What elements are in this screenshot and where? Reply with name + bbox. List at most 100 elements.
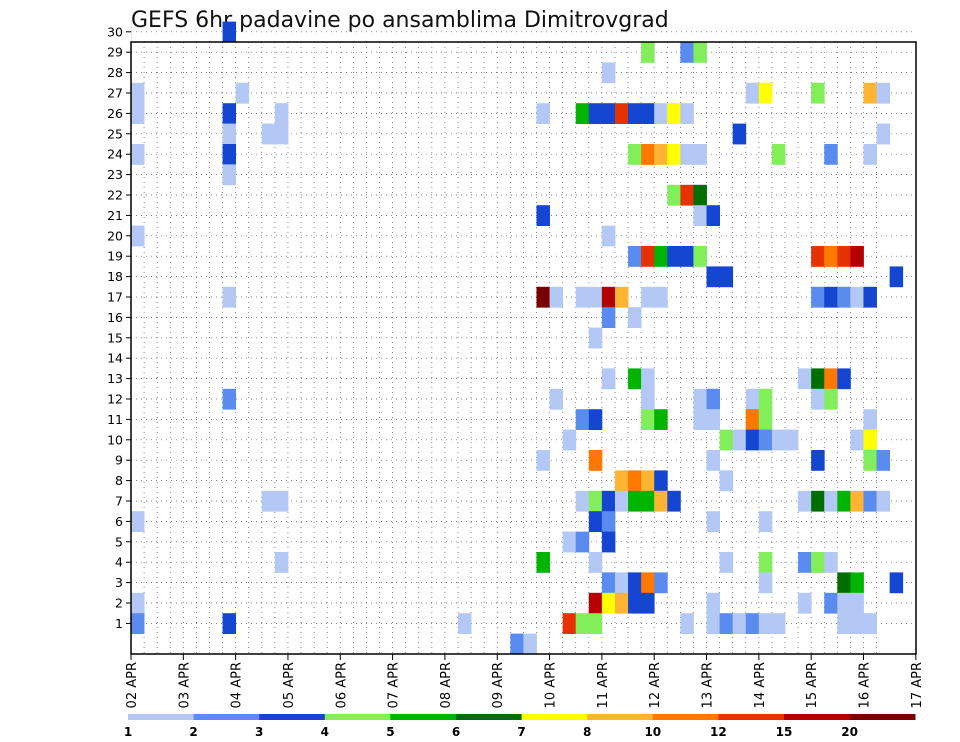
x-tick-label: 12 APR xyxy=(648,662,663,708)
y-tick-label: 11 xyxy=(107,412,123,427)
heatmap-cell xyxy=(680,42,694,63)
heatmap-cell xyxy=(575,531,590,553)
heatmap-cell xyxy=(601,286,616,308)
x-tick-label: 03 APR xyxy=(177,662,192,708)
heatmap-cell xyxy=(680,184,694,206)
heatmap-cell xyxy=(601,592,616,614)
y-tick-label: 5 xyxy=(115,534,123,549)
x-tick-label: 06 APR xyxy=(334,662,349,708)
heatmap-cell xyxy=(641,409,655,430)
heatmap-cell xyxy=(601,103,616,124)
heatmap-cell xyxy=(837,592,851,614)
heatmap-cell xyxy=(628,470,642,492)
heatmap-cell xyxy=(536,103,550,124)
heatmap-cell xyxy=(837,572,851,594)
heatmap-cell xyxy=(628,592,642,614)
heatmap-cell xyxy=(889,266,904,288)
heatmap-cell xyxy=(641,490,655,512)
color-legend: 1 2 3 4 5 6 7 8 10 12 15 20 xyxy=(124,714,916,739)
x-tick-label: 04 APR xyxy=(230,662,245,708)
heatmap-cell xyxy=(706,266,720,288)
heatmap-cell xyxy=(811,490,825,512)
heatmap-cell xyxy=(562,429,577,451)
legend-swatch xyxy=(849,714,916,720)
y-tick-label: 12 xyxy=(107,392,123,407)
heatmap-cell xyxy=(588,450,603,471)
heatmap-cell xyxy=(745,82,760,104)
x-tick-label: 14 APR xyxy=(753,662,768,708)
heatmap-cell xyxy=(575,286,590,308)
heatmap-cell xyxy=(706,511,720,532)
legend-swatch xyxy=(718,714,785,720)
y-tick-label: 29 xyxy=(107,45,123,60)
legend-label: 5 xyxy=(386,725,394,739)
heatmap-cell xyxy=(536,552,550,573)
heatmap-cell xyxy=(824,552,838,573)
heatmap-cell xyxy=(654,409,668,430)
heatmap-cell xyxy=(850,592,864,614)
legend-swatch xyxy=(259,714,326,720)
legend-label: 20 xyxy=(841,725,858,739)
heatmap-cell xyxy=(222,144,237,165)
heatmap-cell xyxy=(706,613,720,634)
heatmap-cell xyxy=(745,613,760,634)
y-tick-label: 19 xyxy=(107,249,123,264)
heatmap-cell xyxy=(667,144,681,165)
heatmap-cell xyxy=(771,144,786,165)
legend-swatch xyxy=(784,714,850,720)
legend-label: 15 xyxy=(776,725,793,739)
heatmap-cell xyxy=(641,388,655,410)
heatmap-cell xyxy=(588,409,603,430)
heatmap-cell xyxy=(837,613,851,634)
heatmap-cell xyxy=(876,490,891,512)
legend-label: 6 xyxy=(452,725,460,739)
heatmap-cell xyxy=(628,572,642,594)
y-tick-label: 25 xyxy=(107,126,123,141)
heatmap-cell xyxy=(601,572,616,594)
heatmap-cell xyxy=(824,388,838,410)
heatmap-cell xyxy=(785,429,799,451)
heatmap-cell xyxy=(222,103,237,124)
heatmap-cell xyxy=(458,613,472,634)
heatmap-cell xyxy=(628,246,642,267)
heatmap-cell xyxy=(811,82,825,104)
y-tick-label: 13 xyxy=(107,371,123,386)
y-tick-label: 23 xyxy=(107,167,123,182)
heatmap-cell xyxy=(601,225,616,247)
x-tick-label: 17 APR xyxy=(910,662,925,708)
heatmap-cell xyxy=(719,429,734,451)
heatmap-cell xyxy=(706,205,720,226)
y-tick-label: 8 xyxy=(115,473,123,488)
heatmap-cell xyxy=(601,490,616,512)
heatmap-cell xyxy=(758,82,773,104)
heatmap-cell xyxy=(863,490,877,512)
heatmap-cell xyxy=(837,368,851,390)
legend-swatch xyxy=(587,714,654,720)
heatmap-cell xyxy=(863,82,877,104)
heatmap-cell xyxy=(850,429,864,451)
heatmap-cell xyxy=(601,368,616,390)
heatmap-cell xyxy=(732,123,747,145)
heatmap-cell xyxy=(654,470,668,492)
heatmap-cell xyxy=(745,409,760,430)
heatmap-cell xyxy=(824,246,838,267)
heatmap-cell xyxy=(222,164,237,186)
heatmap-cell xyxy=(680,144,694,165)
heatmap-cell xyxy=(536,450,550,471)
heatmap-cell xyxy=(863,286,877,308)
heatmap-cell xyxy=(837,246,851,267)
heatmap-cell xyxy=(745,388,760,410)
y-tick-label: 26 xyxy=(107,106,123,121)
y-tick-label: 7 xyxy=(115,494,123,509)
heatmap-cell xyxy=(131,225,145,247)
x-tick-label: 10 APR xyxy=(544,662,559,708)
heatmap-cell xyxy=(222,286,237,308)
heatmap-cell xyxy=(798,368,812,390)
y-tick-label: 4 xyxy=(115,555,123,570)
heatmap-cell xyxy=(798,552,812,573)
heatmap-cell xyxy=(706,388,720,410)
y-tick-label: 18 xyxy=(107,269,123,284)
heatmap-cell xyxy=(824,490,838,512)
plot-frame xyxy=(130,41,917,655)
heatmap-cell xyxy=(628,103,642,124)
